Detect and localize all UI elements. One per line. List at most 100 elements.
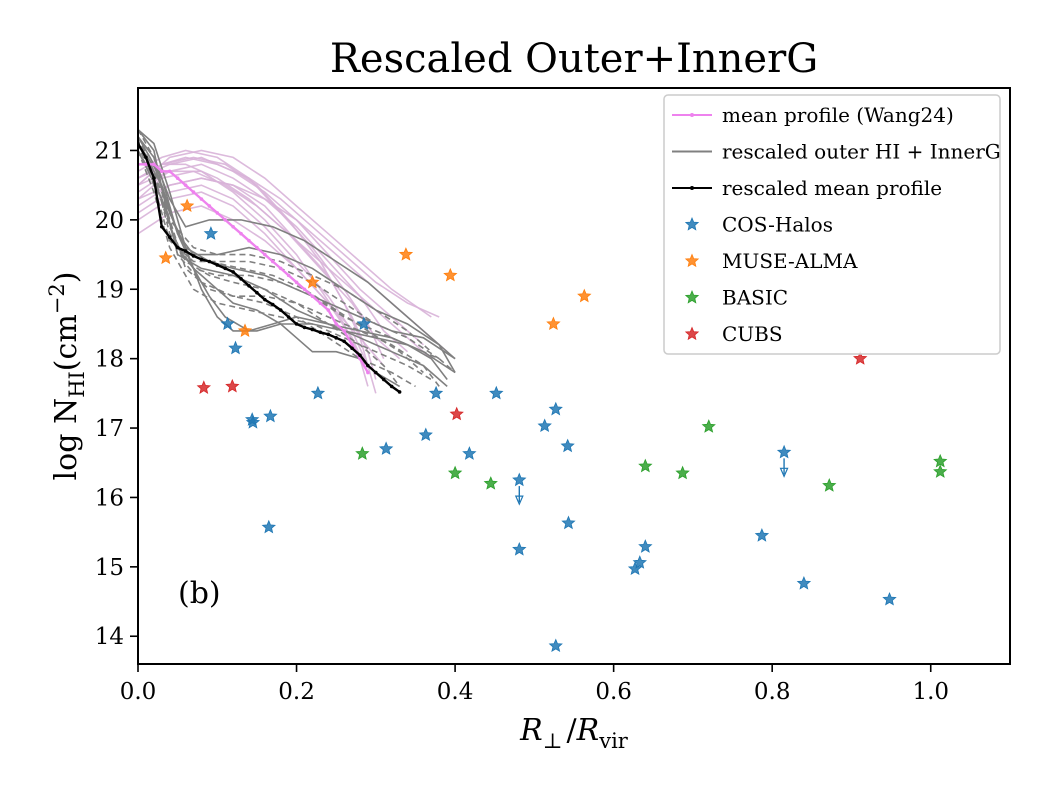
x-tick-label: 0.0: [120, 679, 157, 705]
rescaled-profile-solid-4: [138, 150, 401, 388]
mean-profile-wang24-point: [223, 218, 227, 222]
rescaled-mean-profile-point: [144, 155, 148, 160]
cos-halos-point: [548, 638, 563, 653]
mean-profile-wang24-point: [199, 197, 204, 201]
legend-box: [663, 94, 1001, 355]
y-axis-label-unit: (cm: [49, 314, 84, 371]
legend-label-rescaled-outer-hi-innerg: rescaled outer HI + InnerG: [722, 140, 1001, 164]
mean-profile-wang24-point: [342, 329, 346, 333]
y-tick-label: 16: [95, 485, 124, 511]
rescaled-mean-profile-point: [175, 245, 180, 250]
y-axis-label-main: log N: [49, 398, 84, 481]
legend-star-muse-alma: [684, 253, 700, 268]
mean-profile-wang24-point: [334, 322, 338, 326]
mean-profile-wang24-point: [350, 342, 354, 347]
mean-profile-wang24-point: [207, 204, 212, 208]
mean-profile-wang24-point: [191, 190, 196, 194]
rescaled-mean-profile-point: [152, 176, 156, 181]
cos-halos-point: [548, 401, 563, 416]
mean-profile-wang24-point: [231, 224, 235, 229]
basic-point: [675, 465, 690, 480]
y-tick-label: 19: [95, 277, 124, 303]
x-axis-label: R⊥/Rvir: [519, 713, 629, 753]
rescaled-mean-profile-point: [342, 339, 346, 344]
mean-profile-wang24-point: [255, 245, 259, 250]
x-tick-label: 1.0: [912, 679, 949, 705]
rescaled-profile-solid-5: [138, 136, 456, 360]
basic-point: [933, 464, 948, 478]
rescaled-mean-profile-point: [207, 259, 212, 264]
rescaled-mean-profile-point: [350, 346, 354, 351]
chart-title: Rescaled Outer+InnerG: [330, 36, 818, 82]
muse-alma-point: [398, 247, 414, 261]
rescaled-mean-profile-point: [159, 224, 164, 229]
axes-frame: [137, 87, 1011, 665]
mean-profile-wang24-point: [270, 259, 275, 264]
basic-point: [701, 419, 716, 433]
mean-profile-wang24-point: [144, 162, 148, 167]
cos-halos-point: [537, 418, 552, 433]
legend-dot-rescaled-mean-profile: [690, 186, 694, 190]
rescaled-mean-profile-point: [215, 263, 220, 267]
axis-ticks: 0.0 0.2 0.4 0.6 0.8 1.0 14 15 16 17 18 19 20 21: [95, 138, 949, 705]
legend-dot-mean-profile-wang24: [690, 113, 694, 117]
mean-profile-wang24-point: [326, 308, 331, 312]
wang24-individual-profile-11: [138, 149, 432, 318]
cos-halos-point: [418, 427, 433, 442]
basic-point: [933, 453, 948, 468]
cubs-point: [196, 380, 211, 394]
mean-profile-wang24-point: [310, 294, 315, 298]
legend-star-cubs: [684, 326, 700, 341]
basic-point: [483, 476, 498, 490]
wang24-individual-profile-13: [138, 163, 432, 360]
mean-profile-wang24-point: [167, 169, 172, 174]
x-axis-label-sep: /: [567, 713, 578, 748]
x-tick-label: 0.2: [278, 679, 315, 705]
legend-star-cos-halos: [684, 216, 700, 231]
mean-profile-wang24-point: [175, 176, 180, 181]
y-axis-label-sub: HI: [65, 371, 89, 398]
cos-halos-point: [310, 385, 326, 400]
rescaled-mean-profile-point: [381, 377, 386, 382]
cubs-point: [853, 351, 868, 365]
rescaled-mean-profile-point: [310, 327, 315, 332]
cos-halos-point: [378, 441, 394, 455]
legend-label-rescaled-mean-profile: rescaled mean profile: [722, 176, 942, 200]
cos-halos-point: [632, 555, 647, 569]
x-axis-label-main2: R: [576, 713, 600, 748]
rescaled-profile-dashed-4: [138, 150, 432, 353]
cos-halos-point: [882, 591, 897, 606]
y-tick-label: 21: [95, 138, 124, 164]
cos-halos-point: [754, 528, 770, 542]
x-axis-label-sub2: vir: [598, 729, 629, 753]
x-tick-label: 0.8: [754, 679, 791, 705]
cos-halos-point: [220, 316, 235, 331]
rescaled-mean-profile-point: [366, 363, 370, 368]
rescaled-mean-profile-point: [326, 332, 331, 337]
mean-profile-wang24-point: [366, 370, 370, 375]
x-tick-label: 0.4: [437, 679, 474, 705]
wang24-individual-profile-1: [138, 156, 440, 318]
y-axis-label: log NHI(cm−2): [45, 272, 89, 481]
rescaled-mean-profile-point: [191, 254, 196, 258]
mean-profile-wang24-point: [263, 252, 267, 257]
rescaled-mean-profile-point: [231, 270, 235, 274]
muse-alma-point: [180, 198, 195, 213]
mean-profile-wang24-point: [183, 183, 188, 187]
rescaled-mean-profile-point: [263, 297, 267, 302]
muse-alma-point: [443, 267, 458, 282]
legend-label-cubs: CUBS: [722, 322, 783, 346]
y-axis-label-close: ): [49, 272, 84, 284]
y-tick-label: 20: [95, 208, 124, 234]
cos-halos-point: [261, 519, 276, 534]
cos-halos-point: [203, 226, 219, 240]
mean-profile-wang24-point: [294, 280, 299, 285]
cos-halos-point: [263, 408, 278, 423]
y-tick-label: 17: [95, 416, 124, 442]
wang24-individual-profile-6: [138, 163, 409, 353]
wang24-individual-profile-7: [138, 170, 369, 387]
legend-star-basic: [684, 289, 700, 304]
y-tick-label: 18: [95, 347, 124, 373]
cos-halos-upper-limit-arrowhead: [779, 467, 789, 478]
basic-point: [355, 446, 370, 460]
